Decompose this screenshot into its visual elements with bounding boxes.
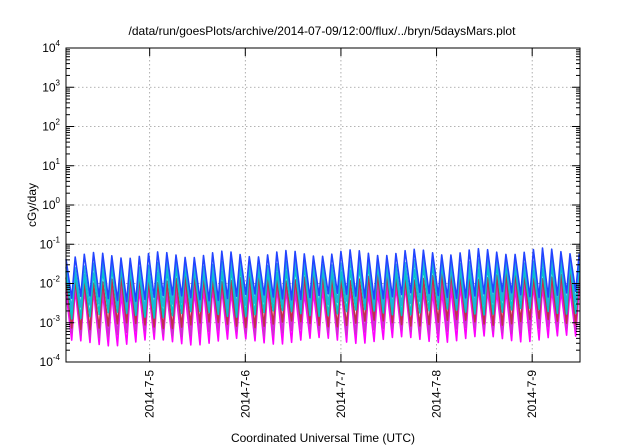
- y-axis-label: cGy/day: [25, 183, 39, 227]
- y-tick-label: 10-1: [40, 235, 61, 251]
- x-tick-label: 2014-7-7: [334, 370, 348, 418]
- y-tick-label: 100: [42, 196, 60, 212]
- x-tick-label: 2014-7-5: [143, 370, 157, 418]
- x-tick-label: 2014-7-8: [430, 370, 444, 418]
- y-tick-label: 10-4: [40, 353, 61, 369]
- y-tick-label: 102: [42, 118, 60, 134]
- chart-title: /data/run/goesPlots/archive/2014-07-09/1…: [129, 24, 517, 38]
- x-tick-label: 2014-7-9: [525, 370, 539, 418]
- series-line: [65, 247, 580, 303]
- x-axis-label: Coordinated Universal Time (UTC): [231, 431, 415, 445]
- x-tick-label: 2014-7-6: [238, 370, 252, 418]
- y-tick-label: 10-3: [40, 314, 61, 330]
- y-tick-label: 104: [42, 39, 60, 55]
- y-tick-label: 10-2: [40, 275, 61, 291]
- y-axis: 10-4 10-3 10-2 10-1 100 101 102 103 104: [40, 39, 580, 369]
- x-axis: 2014-7-5 2014-7-6 2014-7-7 2014-7-8 2014-7-9: [143, 48, 539, 418]
- y-tick-label: 103: [42, 78, 60, 94]
- y-tick-label: 101: [42, 157, 60, 173]
- series-layer: [65, 247, 580, 347]
